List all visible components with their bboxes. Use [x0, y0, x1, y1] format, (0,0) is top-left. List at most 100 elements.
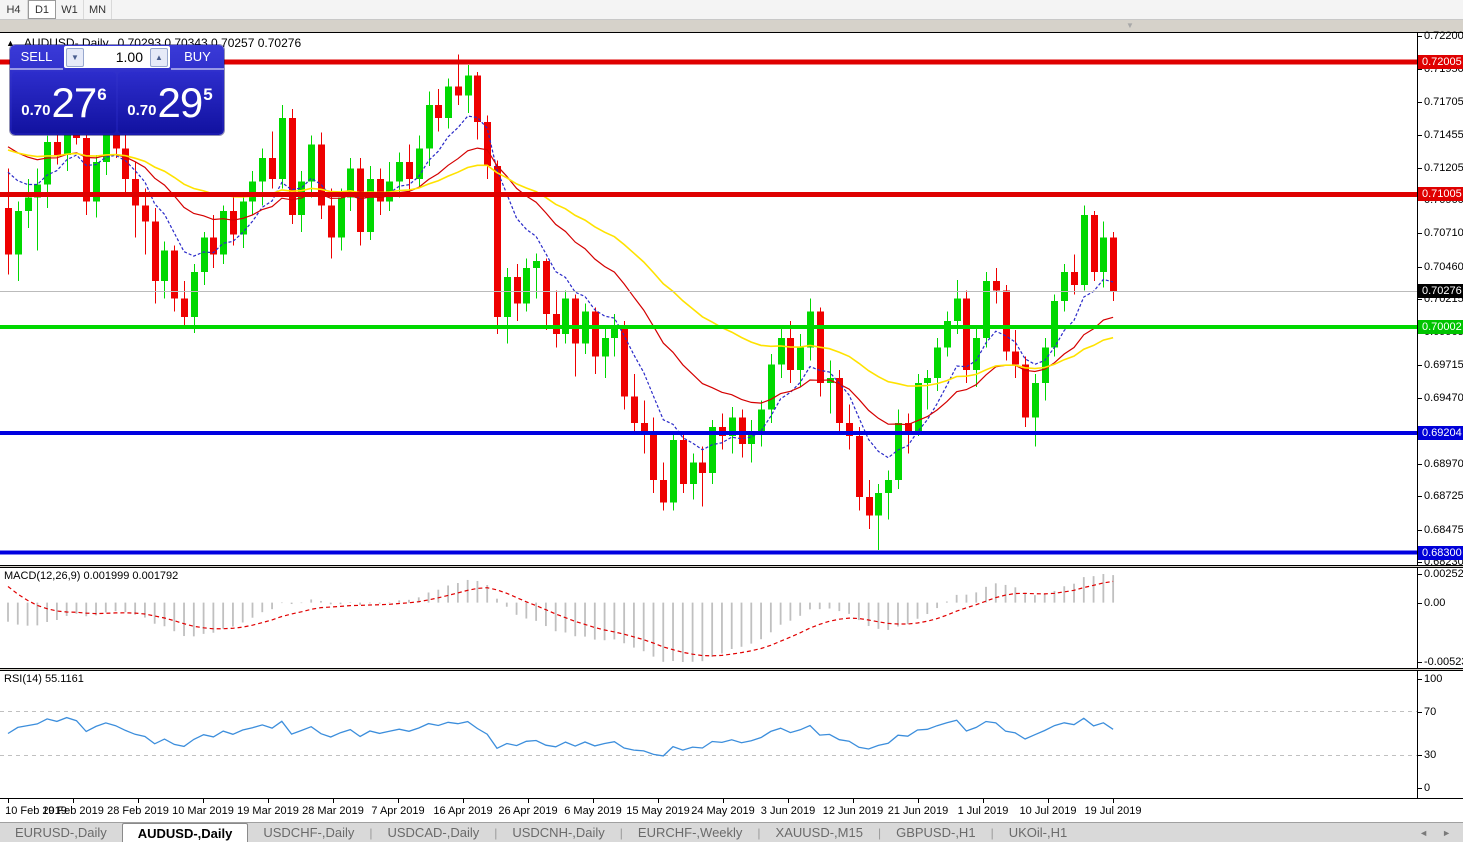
- sell-button[interactable]: SELL: [10, 45, 63, 70]
- macd-axis-label: -0.005234: [1424, 656, 1463, 668]
- price-axis-badge: 0.71005: [1418, 187, 1463, 201]
- main-chart-panel[interactable]: ▲ AUDUSD-,Daily 0.70293 0.70343 0.70257 …: [0, 32, 1417, 565]
- buy-button[interactable]: BUY: [171, 45, 224, 70]
- macd-indicator-panel[interactable]: MACD(12,26,9) 0.001999 0.001792: [0, 568, 1417, 668]
- one-click-trade-panel: SELL ▼ 1.00 ▲ BUY 0.70 27 6 0.70: [10, 45, 224, 135]
- candlestick-chart[interactable]: [0, 33, 1417, 565]
- buy-price-pip: 5: [203, 84, 213, 104]
- buy-price-small: 0.70: [127, 102, 157, 119]
- price-axis-tick: [1418, 36, 1422, 37]
- rsi-axis-label: 0: [1424, 782, 1431, 794]
- tab-scroll-right-icon[interactable]: ►: [1442, 827, 1451, 838]
- date-axis-label: 10 Feb 2019: [5, 805, 67, 817]
- price-axis-badge: 0.68300: [1418, 546, 1463, 560]
- chart-shift-marker-icon[interactable]: ▼: [1126, 21, 1134, 30]
- rsi-chart[interactable]: [0, 671, 1417, 798]
- price-axis-label: 0.72200: [1424, 30, 1463, 42]
- symbol-tab-usdcad-daily[interactable]: USDCAD-,Daily: [387, 825, 480, 840]
- date-axis-label: 24 May 2019: [691, 805, 755, 817]
- price-axis[interactable]: 0.722000.719500.717050.714550.712050.709…: [1417, 30, 1463, 568]
- symbol-tab-eurchf-weekly[interactable]: EURCHF-,Weekly: [637, 825, 743, 840]
- macd-axis[interactable]: 0.002522 0.00 -0.005234: [1417, 568, 1463, 668]
- date-axis[interactable]: 10 Feb 2019 19 Feb 2019 28 Feb 2019 10 Mar …: [0, 798, 1463, 822]
- price-axis-label: 0.70460: [1424, 261, 1463, 273]
- timeframe-button-w1[interactable]: W1: [56, 0, 84, 19]
- panel-splitter[interactable]: [0, 565, 1463, 568]
- date-axis-label: 10 Jul 2019: [1019, 805, 1077, 817]
- price-axis-label: 0.71205: [1424, 162, 1463, 174]
- volume-decrease-icon[interactable]: ▼: [66, 47, 84, 67]
- price-axis-tick: [1418, 299, 1422, 300]
- rsi-axis-label: 70: [1424, 706, 1437, 718]
- volume-input[interactable]: 1.00: [115, 49, 143, 65]
- date-axis-label: 7 Apr 2019: [371, 805, 425, 817]
- symbol-tab-gbpusd-h1[interactable]: GBPUSD-,H1: [896, 825, 976, 840]
- date-axis-label: 19 Jul 2019: [1084, 805, 1142, 817]
- rsi-line: [7, 716, 1114, 757]
- ma-mid-line: [7, 146, 1114, 426]
- price-axis-tick: [1418, 365, 1422, 366]
- price-axis-tick: [1418, 398, 1422, 399]
- symbol-tab-ukoil-h1[interactable]: UKOil-,H1: [1008, 825, 1068, 840]
- date-axis-label: 28 Mar 2019: [302, 805, 364, 817]
- symbol-tab-audusd-daily[interactable]: AUDUSD-,Daily: [121, 823, 249, 842]
- timeframe-button-mn[interactable]: MN: [84, 0, 112, 19]
- symbol-tab-usdcnh-daily[interactable]: USDCNH-,Daily: [512, 825, 605, 840]
- price-axis-label: 0.68725: [1424, 490, 1463, 502]
- price-axis-tick: [1418, 233, 1422, 234]
- rsi-axis-tick: [1418, 755, 1422, 756]
- date-axis-tick: [138, 799, 139, 803]
- macd-axis-tick: [1418, 603, 1422, 604]
- date-axis-tick: [528, 799, 529, 803]
- timeframe-button-h4[interactable]: H4: [0, 0, 28, 19]
- panel-splitter[interactable]: [0, 668, 1463, 671]
- date-axis-label: 1 Jul 2019: [957, 805, 1009, 817]
- price-axis-label: 0.69715: [1424, 359, 1463, 371]
- ma-fast-line: [7, 115, 1114, 459]
- price-axis-label: 0.71455: [1424, 129, 1463, 141]
- symbol-tab-eurusd-daily[interactable]: EURUSD-,Daily: [15, 825, 107, 840]
- price-axis-label: 0.71705: [1424, 96, 1463, 108]
- rsi-axis-label: 30: [1424, 749, 1437, 761]
- date-axis-tick: [788, 799, 789, 803]
- date-axis-tick: [333, 799, 334, 803]
- date-axis-tick: [983, 799, 984, 803]
- price-axis-label: 0.68475: [1424, 524, 1463, 536]
- date-axis-label: 10 Mar 2019: [172, 805, 234, 817]
- price-axis-badge: 0.69204: [1418, 426, 1463, 440]
- rsi-axis-tick: [1418, 788, 1422, 789]
- rsi-axis[interactable]: 100 70 30 0: [1417, 671, 1463, 798]
- tab-scroll-left-icon[interactable]: ◄: [1419, 827, 1429, 838]
- price-axis-badge: 0.72005: [1418, 55, 1463, 69]
- date-axis-tick: [1048, 799, 1049, 803]
- price-axis-tick: [1418, 102, 1422, 103]
- rsi-axis-tick: [1418, 712, 1422, 713]
- sell-price-pip: 6: [97, 84, 107, 104]
- tab-separator: |: [494, 825, 498, 840]
- price-axis-tick: [1418, 168, 1422, 169]
- date-axis-tick: [853, 799, 854, 803]
- timeframe-button-d1[interactable]: D1: [28, 0, 56, 19]
- sell-price-big: 27: [51, 78, 98, 126]
- date-axis-tick: [658, 799, 659, 803]
- sell-price-small: 0.70: [21, 102, 51, 119]
- tab-scroll-arrows: ◄ ►: [1419, 828, 1463, 838]
- sell-price-button[interactable]: 0.70 27 6: [12, 72, 116, 133]
- date-axis-label: 26 Apr 2019: [498, 805, 558, 817]
- collapse-panel-icon[interactable]: ▲: [6, 38, 15, 48]
- rsi-indicator-panel[interactable]: RSI(14) 55.1161: [0, 671, 1417, 798]
- date-axis-label: 19 Mar 2019: [237, 805, 299, 817]
- symbol-tab-xauusd-m15[interactable]: XAUUSD-,M15: [775, 825, 863, 840]
- date-axis-tick: [8, 799, 9, 803]
- price-axis-label: 0.68970: [1424, 458, 1463, 470]
- symbol-tab-usdchf-daily[interactable]: USDCHF-,Daily: [263, 825, 355, 840]
- macd-chart[interactable]: [0, 568, 1417, 668]
- buy-price-button[interactable]: 0.70 29 5: [118, 72, 222, 133]
- window-top-band: ▼: [0, 20, 1463, 32]
- macd-label: MACD(12,26,9) 0.001999 0.001792: [4, 570, 179, 582]
- volume-increase-icon[interactable]: ▲: [150, 47, 168, 67]
- tab-separator: |: [619, 825, 623, 840]
- rsi-axis-label: 100: [1424, 673, 1443, 685]
- date-axis-tick: [1113, 799, 1114, 803]
- price-axis-tick: [1418, 562, 1422, 563]
